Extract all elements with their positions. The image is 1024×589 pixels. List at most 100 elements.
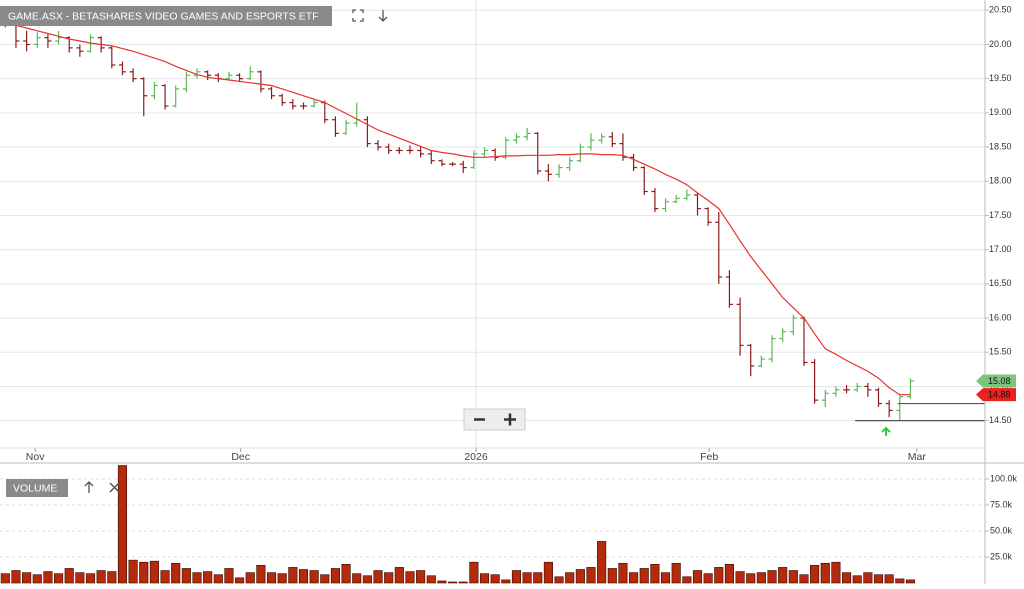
volume-bar [96,570,106,584]
volume-bar [362,575,372,584]
signal-arrow [881,426,891,436]
volume-bar [479,573,490,584]
y-tick-label: 20.50 [989,5,1012,15]
volume-bar [873,574,884,584]
volume-bar [639,568,649,584]
volume-bar [288,567,298,584]
volume-bar [11,570,21,584]
volume-bar [352,573,362,584]
x-tick-label: Nov [26,451,45,463]
volume-bar [117,465,128,584]
volume-bar [511,570,522,584]
volume-bar [341,563,351,584]
x-tick-label: 2026 [464,451,488,463]
volume-bar [799,574,809,584]
volume-bar [565,572,575,584]
volume-bar [788,570,798,584]
grid [0,0,985,558]
volume-bar [831,561,841,584]
y-tick-label: 15.50 [989,347,1012,357]
fullscreen-icon[interactable] [352,9,364,22]
volume-bar [128,559,138,584]
volume-bar [554,576,564,584]
chart-title: GAME.ASX - BETASHARES VIDEO GAMES AND ES… [8,10,319,22]
volume-bar [416,570,426,584]
volume-bar [575,569,585,584]
x-tick-label: Dec [231,451,250,463]
volume-bar [203,571,213,584]
volume-bar [703,573,713,584]
volume-bar [54,573,64,584]
volume-bar [778,567,788,584]
volume-bar [22,572,32,584]
volume-bar [330,568,340,584]
volume-bar [724,563,734,584]
volume-bar [149,560,159,584]
volume-bar [426,575,436,584]
volume-bar [85,573,96,584]
volume-bar [586,567,596,584]
zoom-in[interactable] [504,413,516,426]
download-icon[interactable] [378,10,388,22]
volume-bar [181,568,191,584]
volume-bar [863,572,873,584]
volume-bar [607,568,617,584]
volume-bar [235,577,245,584]
y-tick-label: 19.50 [989,73,1012,83]
volume-bar [629,572,639,584]
volume-bar [501,579,511,584]
volume-bar [266,572,277,584]
price-tag [976,374,1016,388]
volume-bar [714,567,724,584]
move-up-icon[interactable] [84,481,94,493]
price-tag [976,388,1016,402]
volume-bar [522,572,532,584]
volume-bar [373,570,383,584]
volume-bar [192,572,202,584]
volume-bar [107,571,117,584]
volume-bar [394,567,404,584]
volume-bar [320,574,330,584]
volume-bar [671,562,681,584]
volume-bar [533,572,543,584]
volume-bar [735,571,745,584]
volume-bar [298,569,309,584]
x-tick-label: Feb [700,451,718,463]
plot [0,13,985,584]
volume-bar [810,565,820,584]
y-tick-label: 25.0k [990,551,1013,561]
volume-title: VOLUME [13,482,57,494]
volume-bar [884,574,894,584]
volume-bar [256,565,266,584]
volume-bar [746,573,756,584]
volume-bar [384,572,394,584]
y-tick-label: 50.0k [990,525,1013,535]
volume-bar [767,570,777,584]
volume-bar [618,562,628,584]
volume-bar [597,541,607,584]
moving-average-line [5,22,911,396]
volume-title-box [6,479,68,497]
volume-bar [852,575,862,584]
volume-bar [543,561,553,584]
y-tick-label: 16.50 [989,278,1012,288]
y-tick-label: 100.0k [990,473,1018,483]
volume-bar [905,579,916,584]
volume-bar [277,573,287,584]
volume-bar [448,581,458,584]
volume-bar [43,571,53,584]
y-tick-label: 17.00 [989,244,1012,254]
volume-bar [692,570,703,584]
volume-bar [0,573,10,584]
volume-bar [213,574,223,584]
y-tick-label: 20.00 [989,39,1012,49]
volume-bar [820,562,830,584]
volume-bar [895,578,905,584]
y-tick-label: 17.50 [989,210,1012,220]
volume-bar [160,570,170,584]
volume-bar [405,571,415,584]
x-tick-label: Mar [908,451,927,463]
close-icon[interactable] [109,482,120,493]
volume-bar [682,576,692,584]
